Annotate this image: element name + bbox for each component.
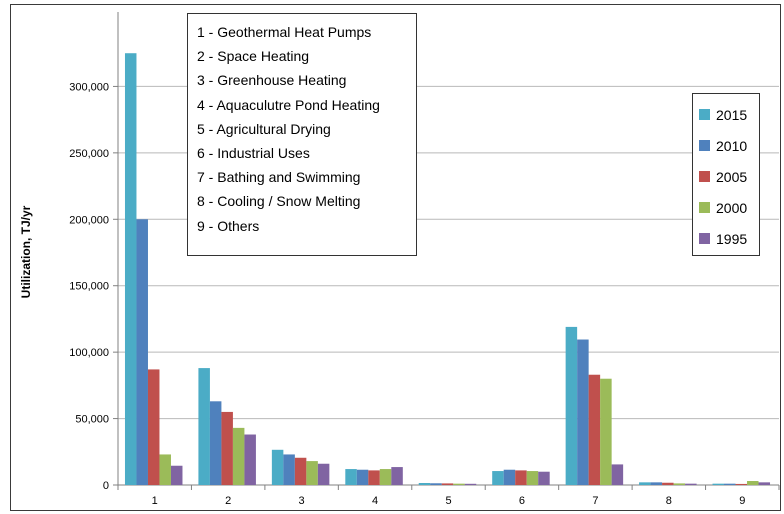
category-legend-item: 2 - Space Heating bbox=[197, 48, 310, 65]
bar-2005-cat-4 bbox=[368, 470, 380, 485]
y-tick-label: 300,000 bbox=[69, 81, 109, 93]
bar-2000-cat-1 bbox=[159, 454, 171, 485]
series-legend-label: 2000 bbox=[716, 199, 748, 216]
bar-2010-cat-4 bbox=[356, 469, 369, 485]
category-legend: 1 - Geothermal Heat Pumps 2 - Space Heati… bbox=[187, 13, 417, 256]
bar-2015-cat-9 bbox=[712, 483, 725, 485]
bar-2000-cat-6 bbox=[526, 471, 539, 485]
category-legend-item: 8 - Cooling / Snow Melting bbox=[197, 193, 361, 210]
bar-2010-cat-8 bbox=[650, 482, 663, 485]
category-legend-item: 7 - Bathing and Swimming bbox=[197, 169, 361, 186]
bar-1995-cat-5 bbox=[464, 483, 477, 485]
series-legend-label: 2005 bbox=[716, 168, 748, 185]
x-tick-label: 7 bbox=[592, 495, 598, 507]
bar-2005-cat-2 bbox=[221, 411, 233, 485]
category-legend-item: 6 - Industrial Uses bbox=[197, 145, 310, 162]
y-tick-label: 0 bbox=[103, 480, 109, 492]
x-tick-label: 3 bbox=[299, 495, 305, 507]
bar-2000-cat-4 bbox=[379, 469, 392, 485]
series-legend-label: 2010 bbox=[716, 137, 748, 154]
bar-1995-cat-3 bbox=[317, 463, 330, 485]
series-legend-item: 2000 bbox=[699, 192, 759, 223]
bar-2010-cat-2 bbox=[209, 401, 222, 485]
bar-2005-cat-1 bbox=[147, 369, 160, 485]
bar-2015-cat-7 bbox=[565, 326, 578, 485]
bar-2010-cat-5 bbox=[430, 483, 442, 485]
y-tick-label: 200,000 bbox=[69, 214, 109, 226]
series-legend-label: 2015 bbox=[716, 106, 748, 123]
category-legend-item: 9 - Others bbox=[197, 217, 260, 234]
bar-2005-cat-6 bbox=[515, 470, 527, 485]
category-legend-item: 4 - Aquaculutre Pond Heating bbox=[197, 96, 380, 113]
bar-2015-cat-4 bbox=[345, 469, 357, 485]
bar-2015-cat-8 bbox=[639, 482, 651, 485]
category-legend-item: 5 - Agricultural Drying bbox=[197, 120, 331, 137]
bar-2000-cat-9 bbox=[747, 481, 759, 485]
bar-2010-cat-9 bbox=[724, 483, 736, 485]
series-legend-item: 1995 bbox=[699, 223, 759, 254]
x-tick-label: 1 bbox=[152, 495, 158, 507]
bar-2000-cat-3 bbox=[306, 461, 318, 485]
bar-1995-cat-2 bbox=[244, 434, 256, 485]
bar-2000-cat-8 bbox=[673, 483, 686, 485]
y-tick-label: 150,000 bbox=[69, 281, 109, 293]
series-legend-item: 2005 bbox=[699, 161, 759, 192]
legend-swatch bbox=[699, 202, 710, 213]
y-tick-label: 50,000 bbox=[75, 414, 109, 426]
bar-2010-cat-7 bbox=[577, 339, 589, 485]
x-tick-label: 5 bbox=[445, 495, 451, 507]
series-legend-label: 1995 bbox=[716, 230, 748, 247]
bar-1995-cat-4 bbox=[391, 467, 403, 485]
bar-2015-cat-1 bbox=[124, 53, 137, 485]
bar-2010-cat-6 bbox=[503, 469, 516, 485]
bar-2000-cat-7 bbox=[600, 378, 612, 485]
bar-2000-cat-2 bbox=[232, 427, 245, 485]
y-tick-label: 250,000 bbox=[69, 148, 109, 160]
bar-2000-cat-5 bbox=[453, 483, 465, 485]
bar-2005-cat-9 bbox=[735, 483, 748, 485]
bar-2005-cat-3 bbox=[294, 457, 307, 485]
y-axis-label: Utilization, TJ/yr bbox=[19, 205, 33, 299]
bar-2005-cat-7 bbox=[588, 374, 601, 485]
x-tick-label: 6 bbox=[519, 495, 525, 507]
legend-swatch bbox=[699, 140, 710, 151]
y-tick-label: 100,000 bbox=[69, 347, 109, 359]
bar-1995-cat-9 bbox=[758, 482, 771, 485]
bar-2015-cat-3 bbox=[271, 449, 284, 485]
bar-2015-cat-6 bbox=[492, 471, 504, 485]
legend-swatch bbox=[699, 109, 710, 120]
chart-frame bbox=[10, 4, 781, 511]
series-legend-item: 2015 bbox=[699, 99, 759, 130]
legend-swatch bbox=[699, 171, 710, 182]
x-tick-label: 2 bbox=[225, 495, 231, 507]
bar-2010-cat-1 bbox=[136, 219, 148, 486]
bar-2010-cat-3 bbox=[283, 454, 295, 485]
bar-2015-cat-2 bbox=[198, 368, 210, 485]
x-tick-label: 4 bbox=[372, 495, 378, 507]
legend-swatch bbox=[699, 233, 710, 244]
bar-2005-cat-5 bbox=[441, 483, 454, 485]
category-legend-item: 3 - Greenhouse Heating bbox=[197, 72, 347, 89]
bar-1995-cat-7 bbox=[611, 464, 624, 485]
bar-1995-cat-1 bbox=[170, 465, 183, 485]
series-legend-item: 2010 bbox=[699, 130, 759, 161]
bar-2005-cat-8 bbox=[662, 482, 674, 485]
series-legend: 2015 2010 2005 2000 1995 bbox=[692, 93, 760, 256]
category-legend-item: 1 - Geothermal Heat Pumps bbox=[197, 24, 372, 40]
bar-1995-cat-8 bbox=[685, 483, 697, 485]
x-tick-label: 9 bbox=[739, 495, 745, 507]
bar-1995-cat-6 bbox=[538, 471, 550, 485]
x-tick-label: 8 bbox=[666, 495, 672, 507]
bar-2015-cat-5 bbox=[418, 483, 431, 485]
